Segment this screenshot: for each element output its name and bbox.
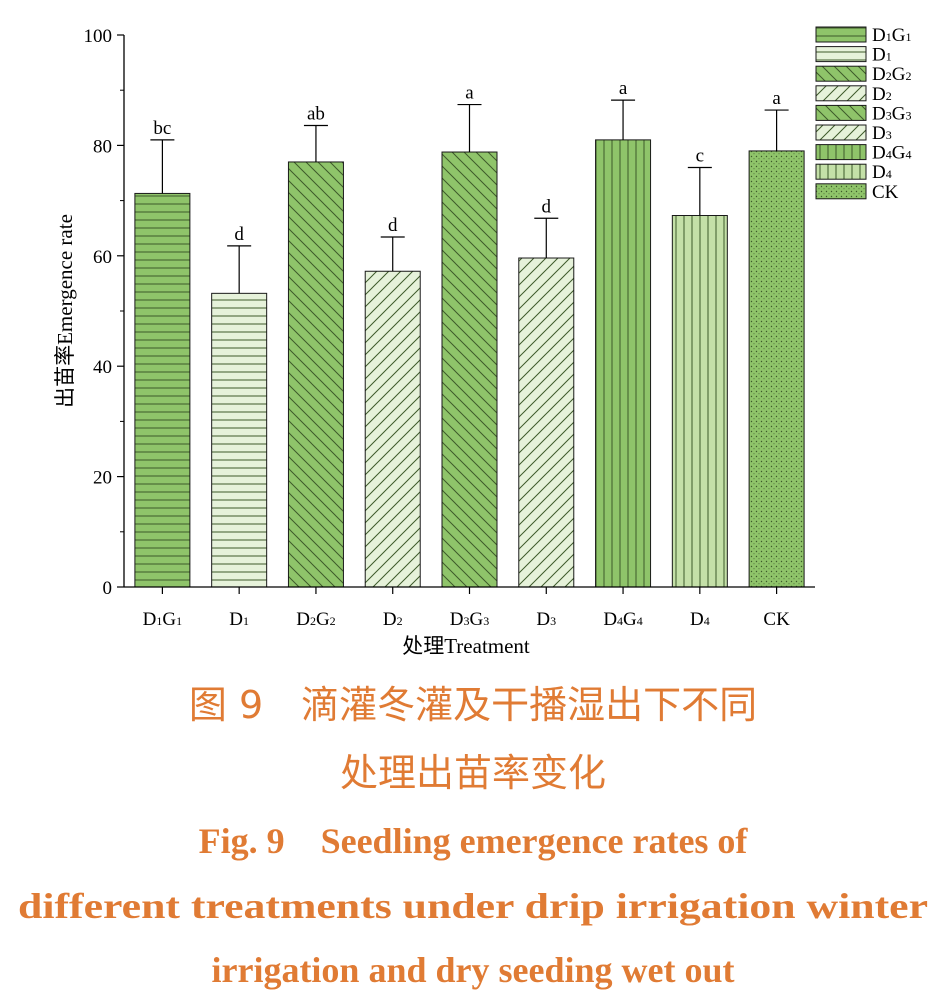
caption-cn-line2: 处理出苗率变化	[340, 751, 606, 795]
y-tick-label: 20	[93, 468, 112, 489]
y-tick-label: 80	[93, 136, 112, 157]
x-tick-label-D2G2: D2G2	[296, 609, 335, 630]
y-tick-label: 60	[93, 247, 112, 268]
legend-swatch-pattern-CK	[815, 183, 867, 200]
legend-swatch-pattern-D3	[815, 124, 867, 141]
x-tick-label-D1: D1	[229, 609, 249, 630]
legend-label-D4G4: D4G4	[872, 143, 911, 164]
significance-letter-D1: d	[234, 224, 244, 245]
legend-swatch-pattern-D1	[815, 46, 867, 63]
y-tick-label: 100	[84, 26, 113, 47]
legend-label-D2G2: D2G2	[872, 64, 911, 85]
x-tick-label-D4: D4	[690, 609, 710, 630]
bar-pattern-D3	[518, 257, 575, 588]
legend-swatch-pattern-D2	[815, 85, 867, 102]
legend-swatch-pattern-D4G4	[815, 144, 867, 161]
legend-label-D3G3: D3G3	[872, 103, 911, 124]
legend-label-D1: D1	[872, 45, 892, 66]
x-axis-title: 处理Treatment	[402, 634, 530, 658]
y-tick-label: 40	[93, 357, 112, 378]
bar-pattern-D1	[211, 292, 268, 588]
legend-swatch-pattern-D4	[815, 163, 867, 180]
significance-letter-D2G2: ab	[307, 104, 325, 125]
legend-label-D3: D3	[872, 123, 892, 144]
bar-pattern-D4G4	[595, 139, 652, 588]
x-tick-label-D4G4: D4G4	[603, 609, 642, 630]
bar-pattern-CK	[748, 150, 805, 588]
y-tick-label: 0	[103, 578, 113, 599]
caption-en-line3: irrigation and dry seeding wet out	[211, 950, 734, 990]
legend-label-D1G1: D1G1	[872, 25, 911, 46]
legend-swatch-pattern-D1G1	[815, 26, 867, 43]
significance-letter-D4G4: a	[619, 78, 628, 99]
significance-letter-D4: c	[696, 145, 704, 166]
caption-en-line1: Fig. 9 Seedling emergence rates of	[199, 821, 749, 861]
bar-pattern-D2	[364, 270, 421, 588]
caption-cn-line1: 图 9 滴灌冬灌及干播湿出下不同	[189, 683, 757, 727]
y-axis-title: 出苗率Emergence rate	[53, 214, 77, 408]
x-tick-label-D1G1: D1G1	[143, 609, 182, 630]
bar-pattern-D3G3	[441, 151, 498, 588]
bar-pattern-D4	[671, 215, 728, 588]
significance-letter-CK: a	[772, 88, 781, 109]
x-tick-label-CK: CK	[763, 609, 790, 630]
bar-pattern-D1G1	[134, 192, 191, 588]
legend-swatch-pattern-D2G2	[815, 65, 867, 82]
significance-letter-D2: d	[388, 215, 398, 236]
caption-en-line2: different treatments under drip irrigati…	[18, 886, 928, 926]
x-tick-label-D2: D2	[383, 609, 403, 630]
legend-swatch-pattern-D3G3	[815, 104, 867, 121]
legend-label-CK: CK	[872, 182, 899, 203]
bar-pattern-D2G2	[287, 161, 344, 588]
x-tick-label-D3: D3	[536, 609, 556, 630]
x-tick-label-D3G3: D3G3	[450, 609, 489, 630]
legend-label-D2: D2	[872, 84, 892, 105]
significance-letter-D3: d	[542, 196, 552, 217]
significance-letter-D1G1: bc	[153, 118, 171, 139]
significance-letter-D3G3: a	[465, 83, 474, 104]
legend-label-D4: D4	[872, 162, 892, 183]
